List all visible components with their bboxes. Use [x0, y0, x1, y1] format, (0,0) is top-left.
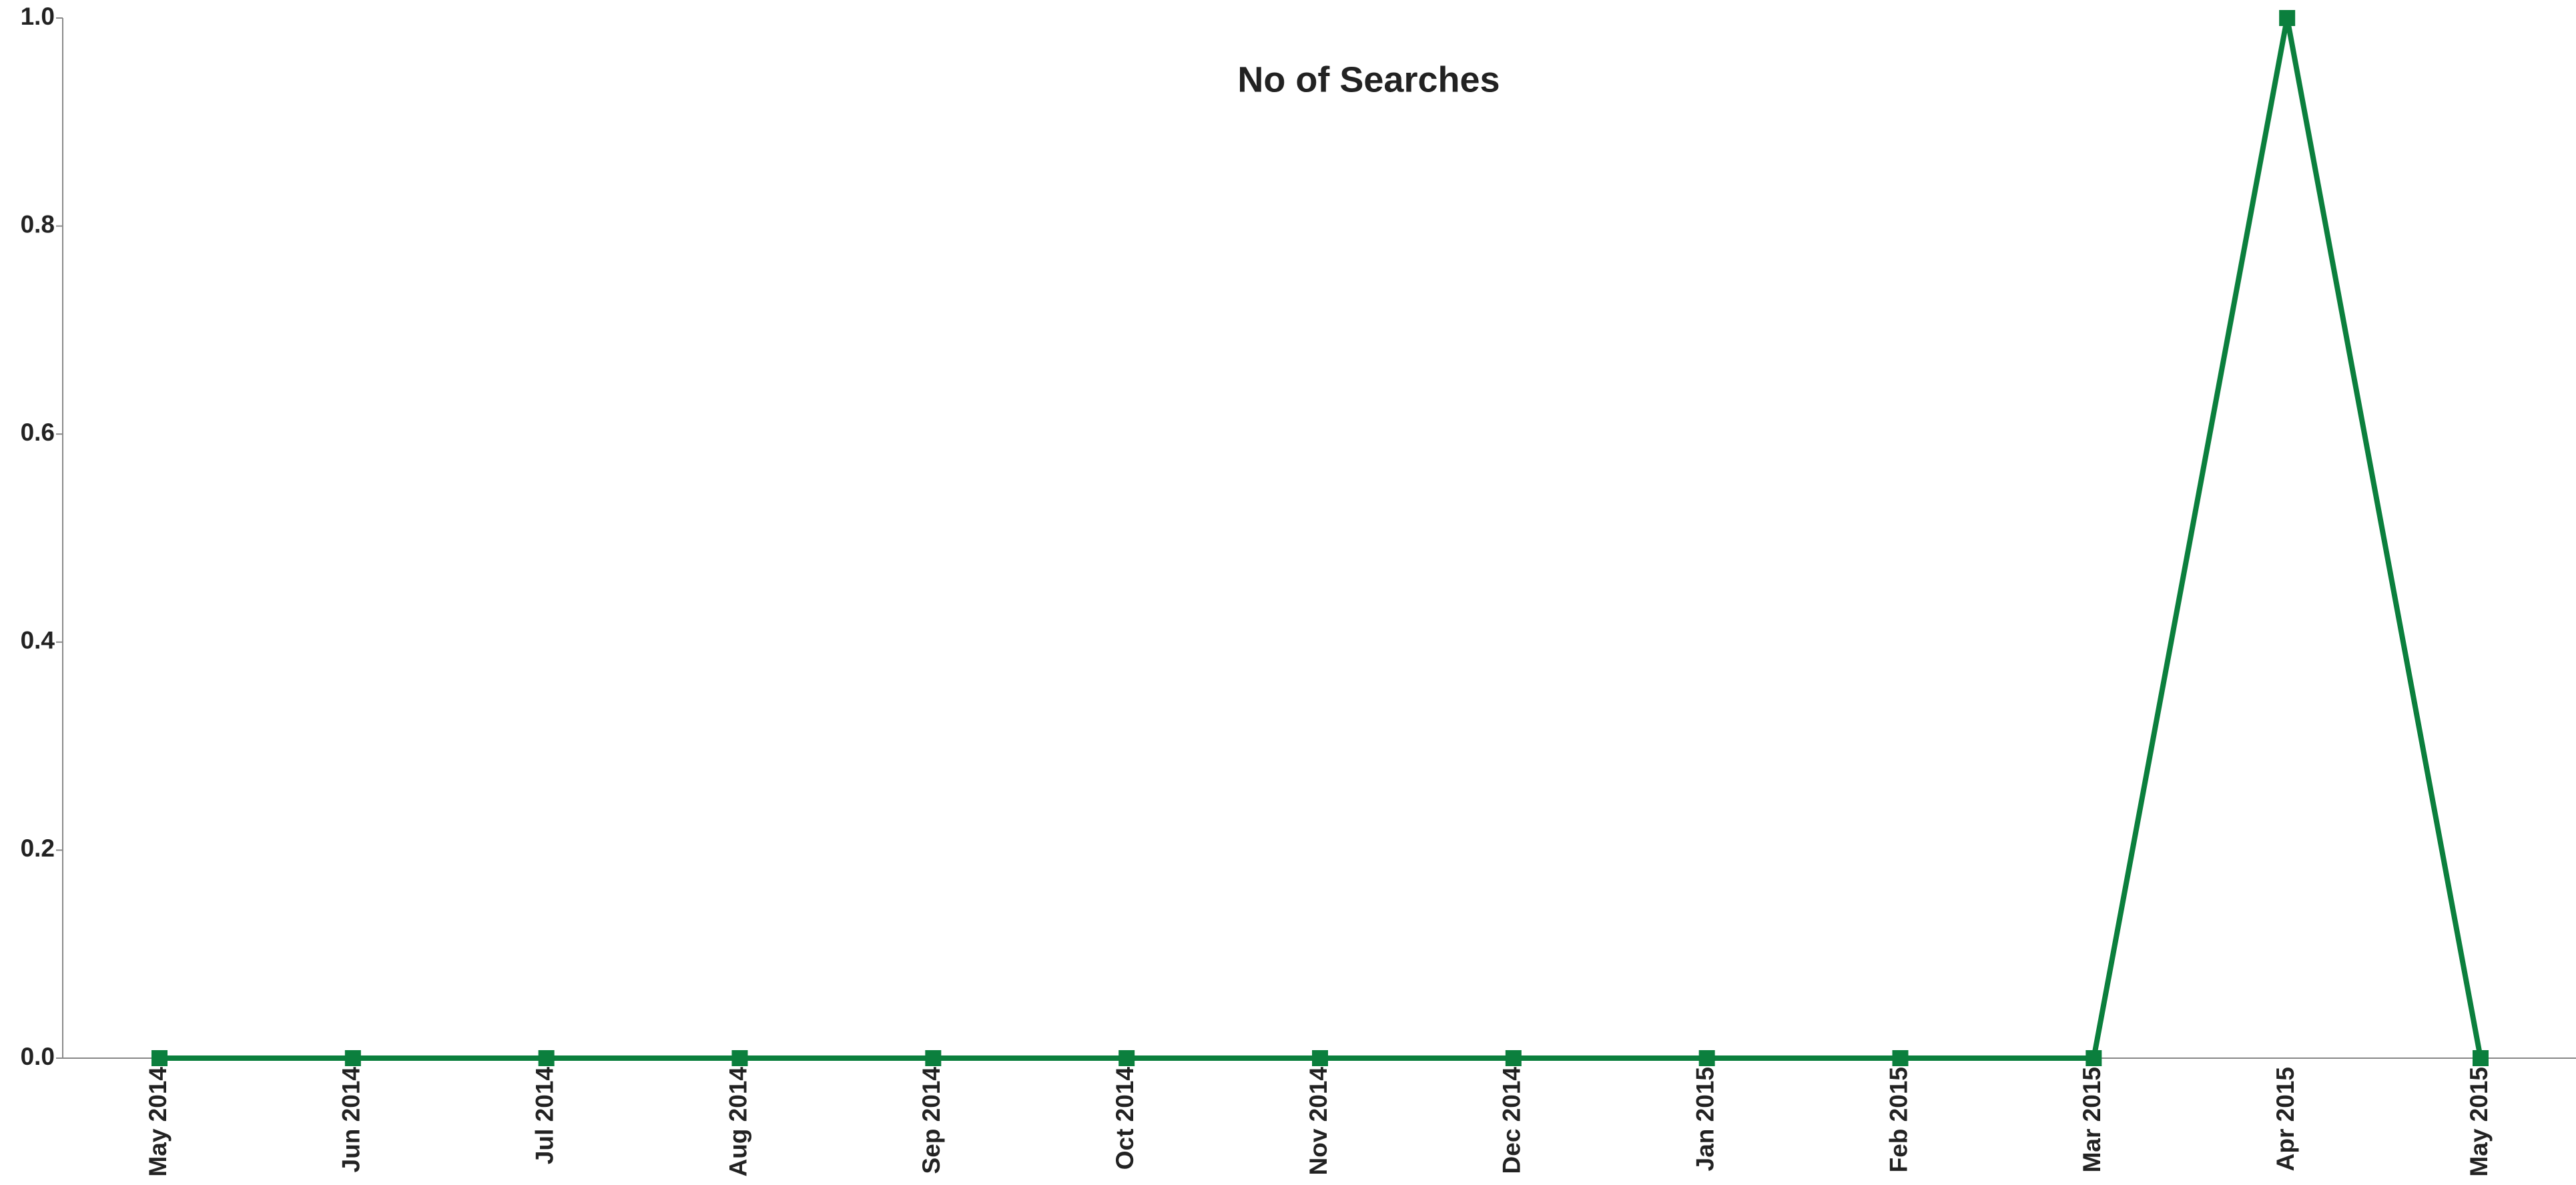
- x-tick-label: Nov 2014: [1305, 1067, 1332, 1176]
- x-tick-label: Feb 2015: [1885, 1067, 1912, 1172]
- x-tick-label: Jul 2014: [531, 1067, 558, 1164]
- y-tick-label: 0.4: [21, 627, 55, 654]
- point-marker: [1312, 1050, 1328, 1066]
- point-marker: [731, 1050, 748, 1066]
- x-tick-label: Oct 2014: [1111, 1067, 1139, 1170]
- point-marker: [1698, 1050, 1715, 1066]
- y-tick-label: 0.2: [21, 835, 55, 862]
- chart-title: No of Searches: [1237, 59, 1500, 99]
- point-marker: [344, 1050, 361, 1066]
- point-marker: [925, 1050, 942, 1066]
- x-tick-label: Mar 2015: [2078, 1067, 2106, 1172]
- x-tick-label: May 2015: [2465, 1067, 2493, 1177]
- y-tick-label: 0.8: [21, 210, 55, 238]
- point-marker: [1892, 1050, 1909, 1066]
- x-tick-label: Aug 2014: [724, 1067, 751, 1177]
- point-marker: [1505, 1050, 1522, 1066]
- y-tick-label: 1.0: [21, 3, 55, 30]
- point-marker: [1118, 1050, 1135, 1066]
- series-line: [159, 17, 2483, 1061]
- point-marker: [2473, 1050, 2489, 1066]
- point-marker: [151, 1050, 168, 1066]
- point-marker: [2279, 10, 2296, 26]
- x-tick-label: Jan 2015: [1691, 1067, 1718, 1171]
- y-tick-label: 0.0: [21, 1043, 55, 1070]
- point-marker: [2085, 1050, 2102, 1066]
- x-tick-label: Jun 2014: [338, 1067, 365, 1173]
- x-tick-label: May 2014: [144, 1067, 172, 1177]
- x-tick-label: Sep 2014: [918, 1067, 945, 1174]
- y-tick-label: 0.6: [21, 419, 55, 446]
- x-tick-label: Dec 2014: [1498, 1067, 1526, 1174]
- x-tick-label: Apr 2015: [2272, 1067, 2299, 1171]
- point-marker: [538, 1050, 555, 1066]
